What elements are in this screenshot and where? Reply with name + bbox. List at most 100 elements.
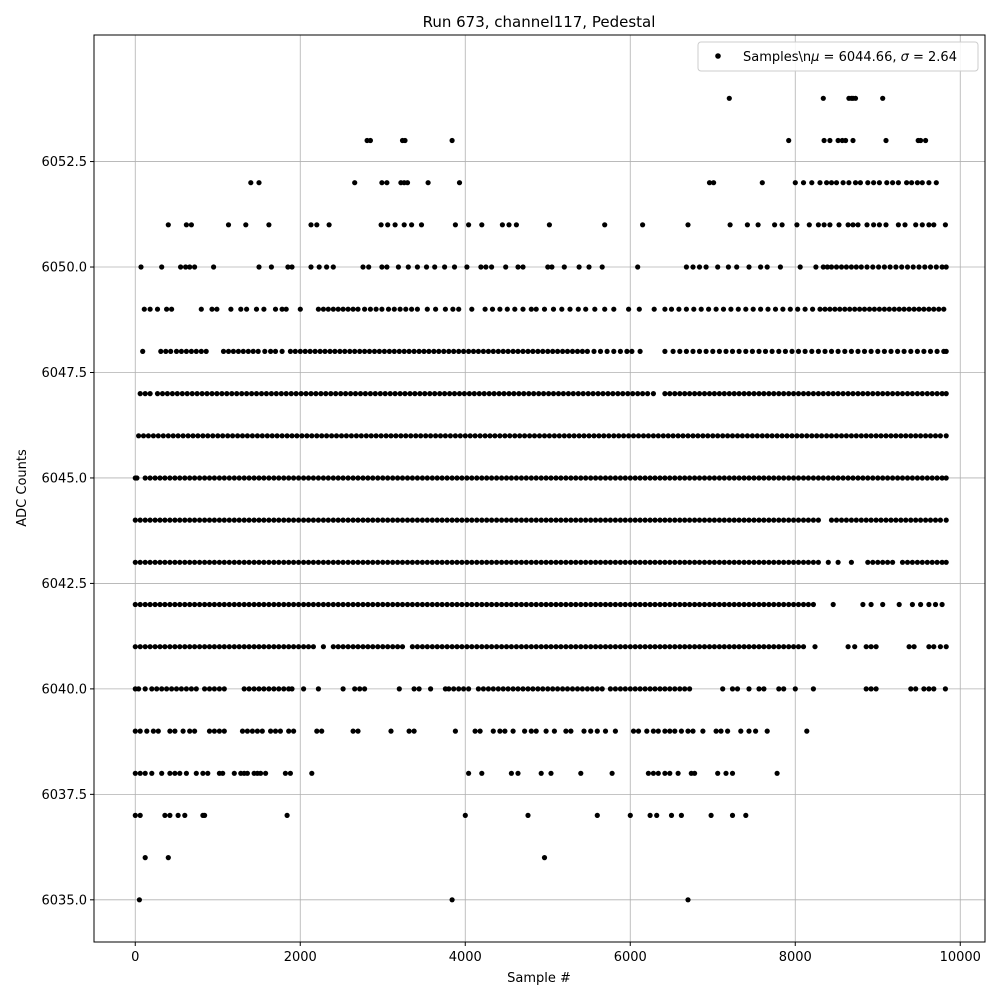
data-point [525,812,531,819]
data-point [157,644,163,650]
data-point [340,475,346,481]
data-point [541,306,548,312]
data-point [624,348,630,354]
data-point [927,433,934,439]
data-point [147,391,153,397]
data-point [593,517,599,523]
data-point [526,391,532,397]
data-point [206,601,213,608]
data-point [157,559,163,565]
data-point [235,348,241,354]
data-point [652,517,658,523]
data-point [726,559,732,565]
data-point [716,475,723,481]
data-point [380,644,386,650]
data-point [503,475,510,481]
data-point [655,433,661,439]
data-point [315,686,321,692]
data-point [805,517,812,523]
data-point [593,644,599,650]
data-point [568,517,574,523]
data-point [178,348,184,354]
data-point [387,391,393,397]
data-point [720,433,726,439]
data-point [442,264,448,270]
data-point [606,433,612,439]
data-point [876,180,883,186]
data-point [667,391,673,397]
data-point [726,517,732,523]
data-point [301,475,307,481]
data-point [541,433,548,439]
data-point [480,686,486,692]
data-point [555,686,561,692]
data-point [568,728,574,734]
data-point [611,306,617,312]
data-point [776,517,782,523]
data-point [929,391,935,397]
data-point [710,433,716,439]
data-point [637,686,643,692]
data-point [200,770,206,776]
data-point [399,559,406,565]
data-point [137,559,143,565]
data-point [578,559,584,565]
data-point [842,348,848,354]
data-point [211,601,217,608]
data-point [281,644,287,650]
data-point [234,391,240,397]
data-point [746,644,752,650]
data-point [418,222,425,228]
data-point [885,475,891,481]
data-point [873,686,879,692]
data-point [692,517,698,523]
data-point [531,391,537,397]
data-point [555,391,562,397]
data-point [586,433,592,439]
data-point [904,559,911,565]
data-point [794,433,800,439]
data-point [551,728,558,734]
data-point [657,644,663,650]
data-point [508,601,514,608]
data-point [466,222,472,228]
data-point [913,517,919,523]
data-point [449,475,455,481]
data-point [439,475,445,481]
data-point [132,770,138,776]
data-point [647,601,653,608]
data-point [637,644,643,650]
data-point [871,222,877,228]
data-point [360,264,366,270]
data-point [904,475,911,481]
data-point [256,475,262,481]
data-point [711,644,718,650]
data-point [800,601,807,608]
data-point [281,517,287,523]
data-point [909,475,916,481]
data-point [588,475,594,481]
data-point [640,222,646,228]
data-point [890,559,896,565]
data-point [852,644,858,650]
data-point [848,348,855,354]
data-point [200,433,206,439]
data-point [406,348,412,354]
data-point [433,306,439,312]
data-point [249,433,255,439]
data-point [883,517,889,523]
data-point [385,517,391,523]
data-point [355,728,361,734]
data-point [370,517,376,523]
data-point [236,644,242,650]
data-point [503,644,510,650]
data-point [701,391,708,397]
data-point [244,306,250,312]
data-point [561,433,567,439]
data-point [450,306,456,312]
data-point [409,475,415,481]
data-point [850,222,856,228]
data-point [604,348,610,354]
data-point [607,559,614,565]
data-point [497,306,503,312]
